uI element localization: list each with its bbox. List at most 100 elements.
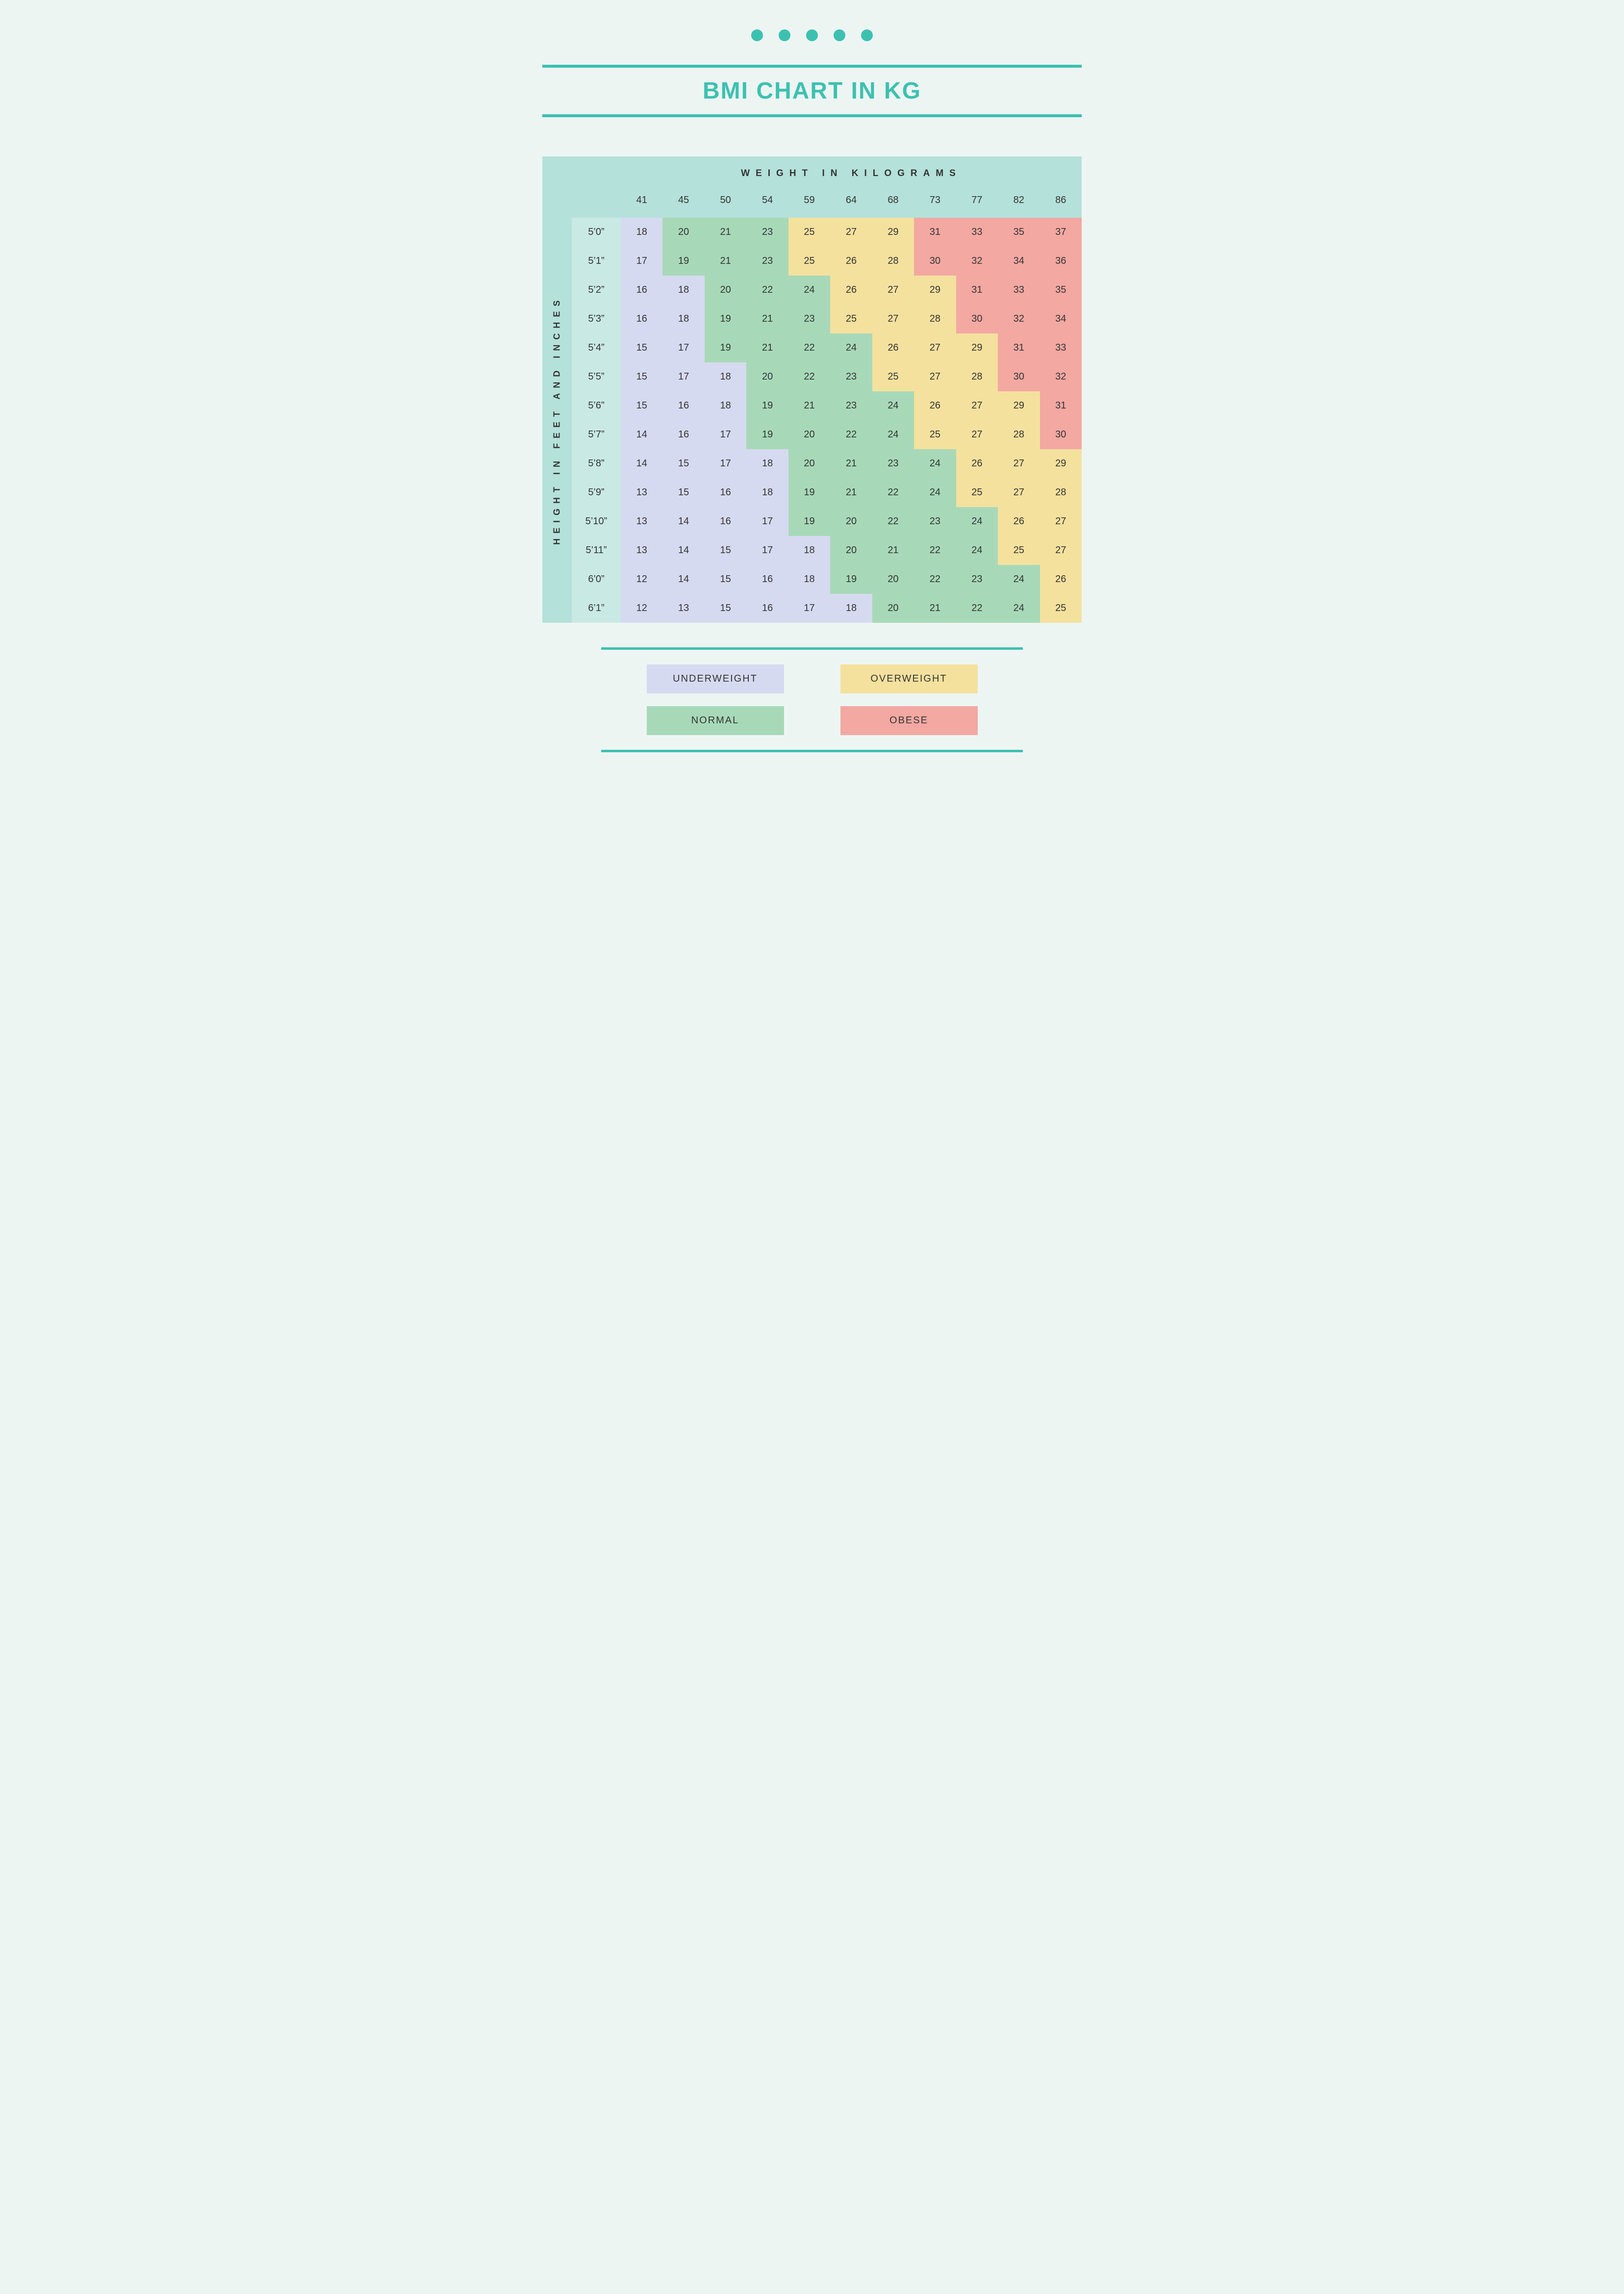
bmi-cell: 18 <box>705 362 746 391</box>
bmi-cell: 25 <box>914 420 956 449</box>
grid-corner-spacer <box>542 186 621 218</box>
bmi-cell: 36 <box>1040 247 1082 276</box>
bmi-cell: 19 <box>788 478 830 507</box>
bmi-cell: 18 <box>788 536 830 565</box>
bmi-cell: 25 <box>956 478 998 507</box>
bmi-cell: 20 <box>788 449 830 478</box>
bmi-cell: 19 <box>705 333 746 362</box>
bmi-cell: 26 <box>998 507 1040 536</box>
bmi-cell: 27 <box>830 218 872 247</box>
bmi-cell: 34 <box>1040 305 1082 333</box>
bmi-cell: 22 <box>746 276 788 305</box>
bmi-cell: 20 <box>830 507 872 536</box>
bmi-cell: 21 <box>830 478 872 507</box>
bmi-cell: 16 <box>705 478 746 507</box>
bmi-cell: 19 <box>746 420 788 449</box>
bmi-cell: 32 <box>998 305 1040 333</box>
bmi-cell: 18 <box>662 305 704 333</box>
bmi-cell: 26 <box>956 449 998 478</box>
weight-column-header: 86 <box>1040 186 1082 218</box>
bmi-cell: 28 <box>914 305 956 333</box>
bmi-cell: 18 <box>746 449 788 478</box>
bmi-cell: 24 <box>872 420 914 449</box>
bmi-cell: 21 <box>705 218 746 247</box>
bmi-cell: 29 <box>1040 449 1082 478</box>
legend-item: OBESE <box>840 706 978 735</box>
bmi-cell: 22 <box>788 362 830 391</box>
height-row-header: 5’7” <box>572 420 621 449</box>
decor-dot <box>751 29 763 41</box>
bmi-cell: 12 <box>621 565 662 594</box>
bmi-cell: 14 <box>662 565 704 594</box>
bmi-cell: 29 <box>872 218 914 247</box>
bmi-cell: 21 <box>705 247 746 276</box>
bmi-cell: 21 <box>872 536 914 565</box>
weight-column-header: 82 <box>998 186 1040 218</box>
bmi-cell: 35 <box>998 218 1040 247</box>
bmi-cell: 27 <box>998 478 1040 507</box>
bmi-cell: 12 <box>621 594 662 623</box>
legend-item: NORMAL <box>647 706 784 735</box>
bmi-cell: 28 <box>998 420 1040 449</box>
height-row-header: 5’10” <box>572 507 621 536</box>
bmi-cell: 23 <box>830 362 872 391</box>
bmi-cell: 15 <box>621 362 662 391</box>
bmi-cell: 19 <box>788 507 830 536</box>
bmi-cell: 27 <box>872 276 914 305</box>
weight-column-header: 73 <box>914 186 956 218</box>
bmi-cell: 18 <box>662 276 704 305</box>
bmi-cell: 20 <box>872 594 914 623</box>
bmi-cell: 33 <box>998 276 1040 305</box>
bmi-cell: 16 <box>662 420 704 449</box>
bmi-cell: 31 <box>914 218 956 247</box>
title-rule-bottom <box>542 114 1082 117</box>
bmi-cell: 20 <box>788 420 830 449</box>
height-row-header: 6’1” <box>572 594 621 623</box>
height-row-header: 5’1” <box>572 247 621 276</box>
bmi-cell: 23 <box>788 305 830 333</box>
height-row-header: 5’0” <box>572 218 621 247</box>
bmi-cell: 24 <box>872 391 914 420</box>
title-block: BMI CHART IN KG <box>542 65 1082 117</box>
bmi-cell: 27 <box>998 449 1040 478</box>
bmi-cell: 19 <box>746 391 788 420</box>
bmi-cell: 15 <box>705 536 746 565</box>
bmi-cell: 27 <box>872 305 914 333</box>
bmi-cell: 37 <box>1040 218 1082 247</box>
bmi-cell: 23 <box>914 507 956 536</box>
bmi-cell: 20 <box>746 362 788 391</box>
bmi-cell: 26 <box>1040 565 1082 594</box>
bmi-cell: 18 <box>746 478 788 507</box>
bmi-cell: 33 <box>956 218 998 247</box>
legend-grid: UNDERWEIGHTOVERWEIGHTNORMALOBESE <box>601 650 1023 750</box>
bmi-cell: 17 <box>705 420 746 449</box>
bmi-cell: 14 <box>621 420 662 449</box>
bmi-cell: 27 <box>956 391 998 420</box>
bmi-cell: 23 <box>830 391 872 420</box>
bmi-cell: 16 <box>746 565 788 594</box>
bmi-cell: 20 <box>872 565 914 594</box>
bmi-cell: 14 <box>621 449 662 478</box>
bmi-cell: 18 <box>830 594 872 623</box>
bmi-cell: 23 <box>956 565 998 594</box>
bmi-cell: 23 <box>872 449 914 478</box>
decor-dots <box>542 29 1082 41</box>
bmi-cell: 27 <box>1040 507 1082 536</box>
weight-column-header: 50 <box>705 186 746 218</box>
bmi-cell: 25 <box>788 218 830 247</box>
bmi-cell: 16 <box>662 391 704 420</box>
weight-column-header: 54 <box>746 186 788 218</box>
bmi-cell: 32 <box>1040 362 1082 391</box>
bmi-cell: 23 <box>746 218 788 247</box>
bmi-cell: 24 <box>956 536 998 565</box>
bmi-cell: 15 <box>705 565 746 594</box>
bmi-cell: 14 <box>662 507 704 536</box>
page-title: BMI CHART IN KG <box>542 68 1082 114</box>
height-row-header: 5’3” <box>572 305 621 333</box>
bmi-cell: 17 <box>662 362 704 391</box>
height-row-header: 5’9” <box>572 478 621 507</box>
bmi-cell: 27 <box>956 420 998 449</box>
height-row-header: 5’6” <box>572 391 621 420</box>
height-row-header: 5’5” <box>572 362 621 391</box>
bmi-cell: 21 <box>746 305 788 333</box>
